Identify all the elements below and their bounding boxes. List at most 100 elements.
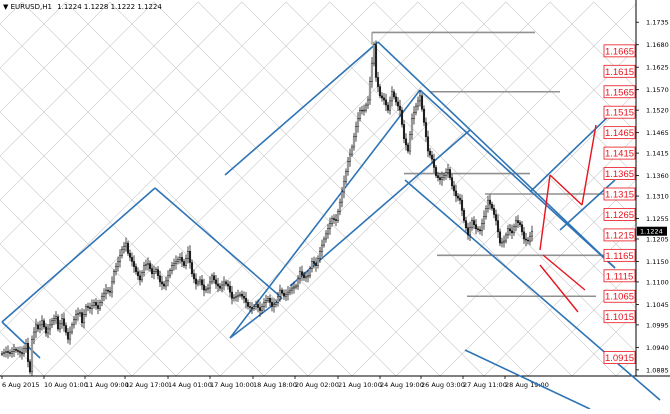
level-label: 1.1015 (605, 312, 634, 323)
candle-body (418, 95, 422, 102)
candle-body (198, 279, 202, 283)
candle-body (344, 171, 348, 182)
level-label-box[interactable] (603, 310, 636, 324)
level-label-box[interactable] (603, 269, 636, 283)
candle-body (52, 318, 56, 322)
candle-body (180, 257, 184, 262)
level-label-box[interactable] (603, 187, 636, 201)
candle-body (328, 223, 332, 230)
time-tick-label: 24 Aug 19:00 (380, 381, 424, 389)
candle-body (484, 208, 488, 217)
level-label-box[interactable] (603, 228, 636, 242)
candle-body (334, 219, 338, 221)
candle-body (308, 268, 312, 277)
channel-line[interactable] (154, 187, 283, 299)
candle-body (378, 86, 382, 97)
projection-line[interactable] (539, 264, 579, 313)
projection-line[interactable] (549, 174, 583, 206)
candle-body (448, 169, 452, 178)
symbol-dropdown-icon[interactable]: ▼ (3, 3, 9, 11)
candle-body (88, 307, 92, 309)
channel-line[interactable] (224, 41, 379, 176)
level-label-box[interactable] (603, 126, 636, 140)
channel-line[interactable] (1, 187, 156, 323)
level-label-box[interactable] (603, 248, 636, 262)
level-label-box[interactable] (603, 289, 636, 303)
level-label-box[interactable] (603, 208, 636, 221)
channel-line[interactable] (229, 89, 421, 339)
candle-body (194, 278, 198, 285)
candle-body (190, 262, 194, 275)
candle-body (286, 291, 290, 295)
candle-body (394, 96, 398, 103)
candle-body (70, 324, 74, 333)
level-label-box[interactable] (603, 167, 636, 180)
candle-body (526, 239, 530, 242)
projection-line[interactable] (542, 254, 586, 291)
channel-line[interactable] (529, 109, 616, 193)
candle-body (424, 122, 428, 137)
candle-body (220, 284, 224, 289)
projection-line[interactable] (581, 124, 597, 206)
candle-body (266, 298, 270, 301)
level-label-box[interactable] (603, 146, 636, 160)
candle-body (460, 199, 464, 211)
candle-body (110, 281, 114, 293)
channel-line[interactable] (464, 349, 591, 410)
candle-body (278, 289, 282, 297)
level-label: 1.1365 (605, 169, 634, 180)
grid-line (483, 223, 636, 376)
candle-body (430, 154, 434, 160)
projection-line[interactable] (539, 174, 551, 251)
level-label: 1.1415 (605, 149, 634, 160)
candle-body (522, 231, 526, 240)
candle-body (326, 228, 330, 235)
channel-line[interactable] (377, 41, 616, 269)
candle-body (172, 263, 176, 266)
candle-body (248, 306, 252, 308)
candle-body (218, 285, 222, 289)
candle-body (260, 306, 264, 311)
candle-body (242, 295, 246, 299)
candle-body (122, 245, 126, 250)
candle-body (238, 293, 242, 296)
candle-body (428, 150, 432, 156)
candle-body (116, 261, 120, 267)
candle-body (68, 331, 72, 340)
candle-body (276, 295, 280, 303)
candle-body (456, 195, 460, 199)
candle-body (310, 261, 314, 269)
channel-line[interactable] (419, 89, 616, 269)
level-label-box[interactable] (603, 85, 636, 99)
candle-body (272, 304, 276, 307)
candle-body (324, 233, 328, 240)
candle-body (284, 293, 288, 297)
time-tick-label: 10 Aug 01:00 (44, 381, 88, 389)
grid-line (0, 2, 331, 333)
candle-body (216, 283, 220, 287)
price-tick-label: 1.1045 (646, 301, 669, 309)
channel-line[interactable] (1, 321, 41, 359)
level-label-box[interactable] (603, 351, 636, 364)
candle-body (438, 177, 442, 180)
candle-body (450, 177, 454, 187)
candle-body (388, 100, 392, 111)
level-label-box[interactable] (603, 44, 636, 58)
price-tick-label: 1.1680 (646, 41, 669, 49)
candle-body (46, 328, 50, 334)
grid-line (0, 287, 89, 376)
level-label-box[interactable] (603, 64, 636, 78)
candle-body (444, 172, 448, 176)
candle-body (322, 238, 326, 246)
candle-body (282, 292, 286, 297)
candle-body (372, 44, 376, 64)
candle-body (20, 352, 24, 354)
candle-body (184, 258, 188, 266)
candle-body (508, 228, 512, 232)
level-label: 1.1665 (605, 46, 634, 57)
candle-body (340, 191, 344, 203)
candle-body (390, 91, 394, 102)
level-label-box[interactable] (603, 105, 636, 119)
candle-body (436, 175, 440, 178)
